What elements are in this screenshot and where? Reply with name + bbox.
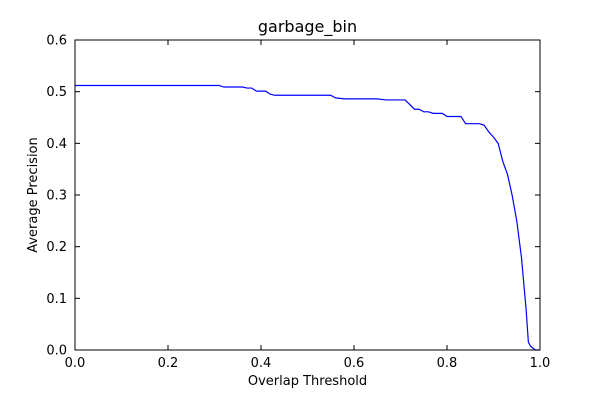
y-tick-label: 0.5 [46,85,67,100]
x-tick-label: 0.6 [344,356,365,371]
x-axis-label: Overlap Threshold [248,374,367,389]
x-tick-label: 0.4 [251,356,272,371]
plot-frame [74,39,541,351]
y-tick-label: 0.6 [46,34,67,49]
y-tick-label: 0.4 [46,137,67,152]
x-tick-label: 0.0 [65,356,86,371]
x-tick-label: 1.0 [530,356,551,371]
y-axis-label: Average Precision [26,137,41,253]
x-tick-label: 0.2 [158,356,179,371]
chart-title: garbage_bin [258,17,357,37]
y-tick-label: 0.1 [46,292,67,307]
plot-area [75,40,540,350]
y-tick-label: 0.2 [46,240,67,255]
series-line [75,84,540,351]
axis-ticks: 0.0 0.2 0.4 0.6 0.8 1.0 0.0 0.1 0.2 0.3 0.4 0.5 0.6 [46,34,550,372]
y-tick-label: 0.0 [46,344,67,359]
x-tick-label: 0.8 [437,356,458,371]
y-tick-label: 0.3 [46,189,67,204]
